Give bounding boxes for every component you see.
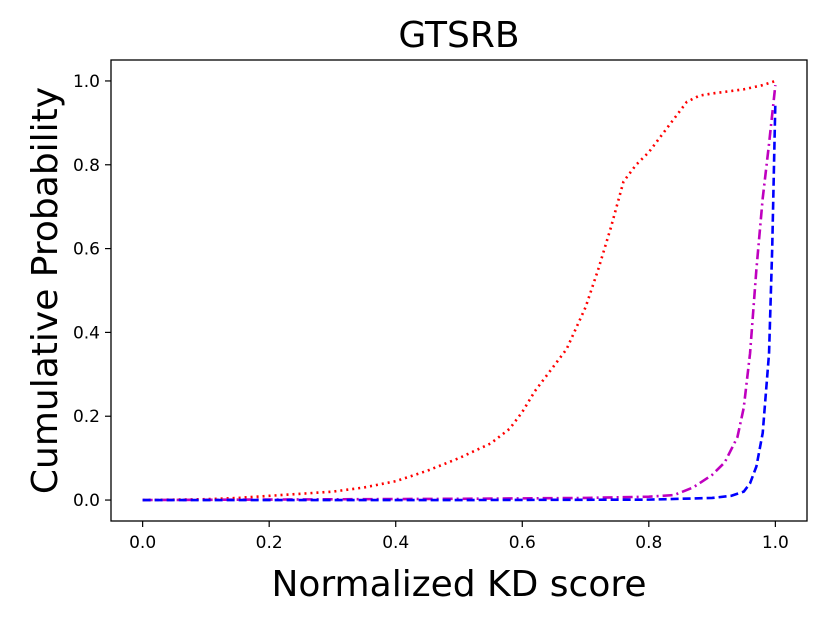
plot-frame: [110, 59, 808, 522]
x-tick-label: 0.2: [256, 533, 283, 553]
x-tick-label: 1.0: [762, 533, 789, 553]
x-tick-label: 0.0: [129, 533, 156, 553]
y-tick-label: 0.8: [73, 156, 100, 176]
y-tick-label: 0.6: [73, 240, 100, 260]
chart-title: GTSRB: [398, 15, 519, 56]
y-axis-label: Cumulative Probability: [25, 87, 66, 494]
ticks-layer: 0.0 0.2 0.4 0.6 0.8 1.0 0.0 0.2 0.4 0.6 0.8 1.0: [73, 72, 789, 553]
y-tick-label: 1.0: [73, 72, 100, 92]
series-line-magenta-dashdot: [142, 85, 777, 502]
y-tick-label: 0.4: [73, 323, 100, 343]
y-tick-label: 0.0: [73, 491, 100, 511]
series-line-red-dotted: [142, 79, 776, 502]
series-layer: [142, 79, 777, 502]
series-line-blue-dashed: [142, 101, 777, 502]
x-axis-label: Normalized KD score: [271, 564, 646, 605]
x-tick-label: 0.8: [635, 533, 662, 553]
x-tick-label: 0.4: [382, 533, 409, 553]
x-tick-label: 0.6: [509, 533, 536, 553]
y-tick-label: 0.2: [73, 407, 100, 427]
